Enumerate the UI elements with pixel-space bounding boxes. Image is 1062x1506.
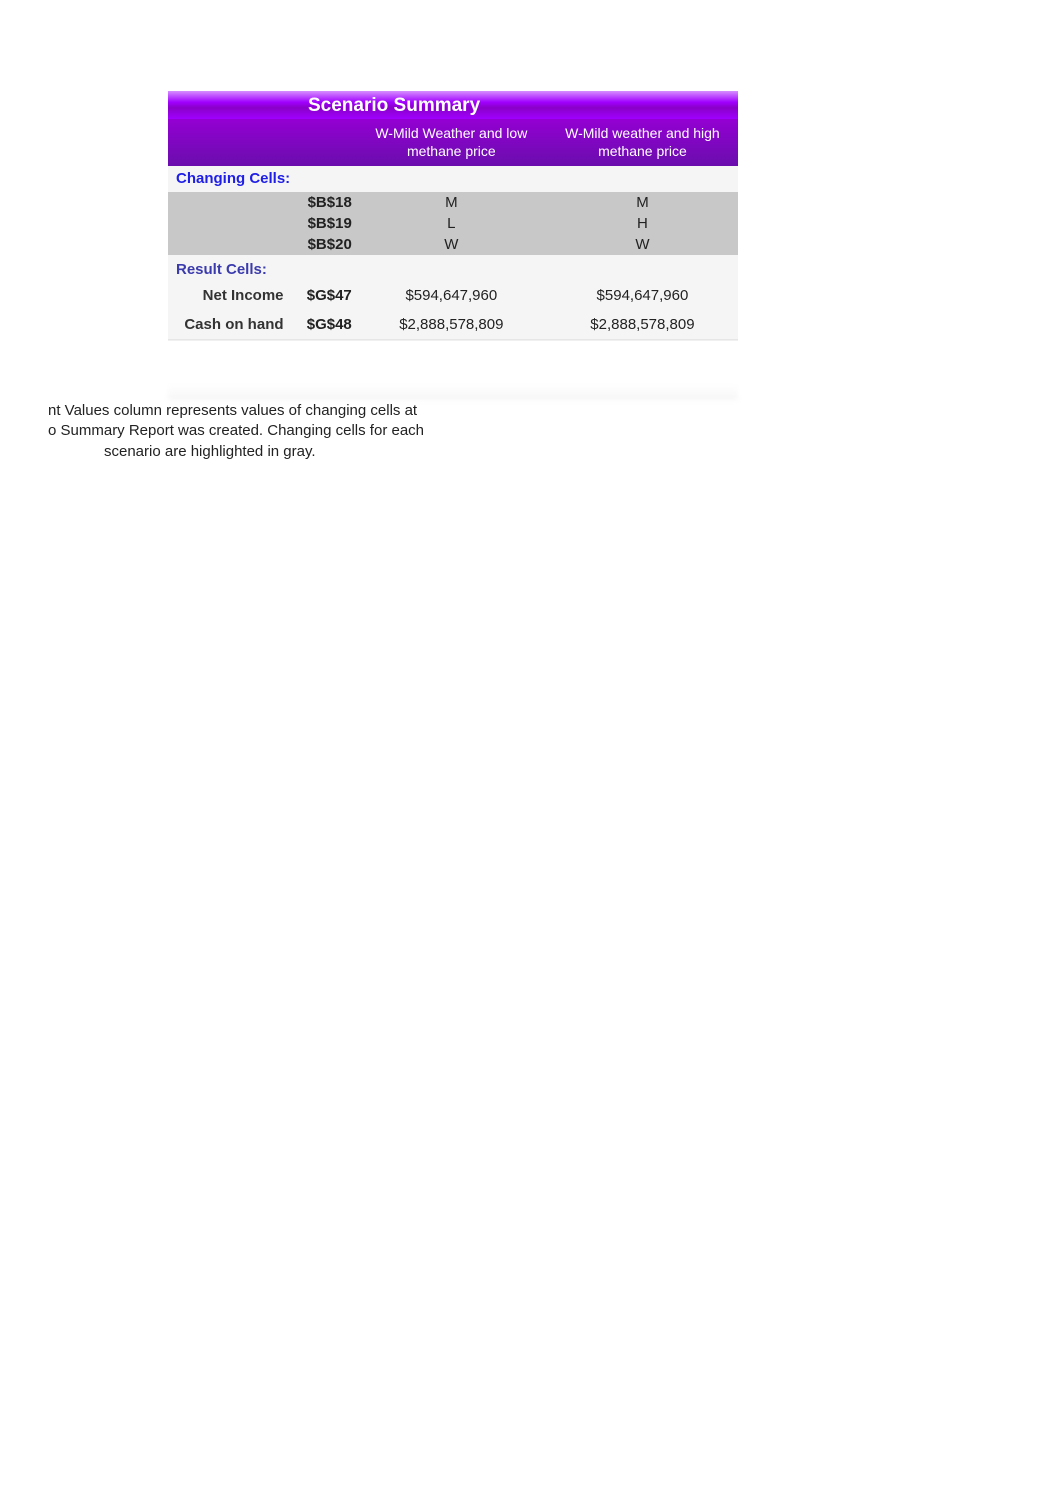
changing-ref: $B$19	[288, 213, 356, 234]
footnote-line: o Summary Report was created. Changing c…	[48, 421, 608, 441]
result-ref: $G$47	[288, 281, 356, 310]
changing-row: $B$19 L H	[168, 213, 738, 234]
changing-sc2: M	[547, 192, 738, 213]
footnote-line: scenario are highlighted in gray.	[48, 442, 608, 462]
changing-cells-label: Changing Cells:	[176, 170, 290, 187]
result-row: Net Income $G$47 $594,647,960 $594,647,9…	[168, 281, 738, 310]
changing-label	[168, 192, 288, 213]
table-title: Scenario Summary	[168, 91, 738, 119]
result-label: Cash on hand	[168, 310, 288, 340]
result-ref: $G$48	[288, 310, 356, 340]
changing-row: $B$20 W W	[168, 234, 738, 255]
changing-label	[168, 213, 288, 234]
result-cells-section: Result Cells:	[168, 255, 738, 281]
header-row: W-Mild Weather and low methane price W-M…	[168, 119, 738, 166]
result-label: Net Income	[168, 281, 288, 310]
header-scenario1: W-Mild Weather and low methane price	[356, 119, 547, 166]
header-ref-col	[288, 119, 356, 166]
header-label-col	[168, 119, 288, 166]
footnote-line: nt Values column represents values of ch…	[48, 401, 608, 421]
changing-cells-section: Changing Cells:	[168, 166, 738, 192]
changing-label	[168, 234, 288, 255]
result-row: Cash on hand $G$48 $2,888,578,809 $2,888…	[168, 310, 738, 340]
changing-sc1: M	[356, 192, 547, 213]
result-sc2: $594,647,960	[547, 281, 738, 310]
changing-sc1: W	[356, 234, 547, 255]
result-sc1: $2,888,578,809	[356, 310, 547, 340]
footnote: nt Values column represents values of ch…	[48, 401, 608, 462]
changing-ref: $B$18	[288, 192, 356, 213]
title-row: Scenario Summary	[168, 91, 738, 119]
table-blur-edge	[168, 384, 738, 400]
result-sc1: $594,647,960	[356, 281, 547, 310]
result-sc2: $2,888,578,809	[547, 310, 738, 340]
changing-sc1: L	[356, 213, 547, 234]
changing-sc2: W	[547, 234, 738, 255]
header-scenario2: W-Mild weather and high methane price	[547, 119, 738, 166]
changing-sc2: H	[547, 213, 738, 234]
result-cells-label: Result Cells:	[176, 261, 267, 278]
changing-row: $B$18 M M	[168, 192, 738, 213]
scenario-summary-table: Scenario Summary W-Mild Weather and low …	[168, 91, 738, 341]
page: Scenario Summary W-Mild Weather and low …	[0, 0, 1062, 1506]
changing-ref: $B$20	[288, 234, 356, 255]
